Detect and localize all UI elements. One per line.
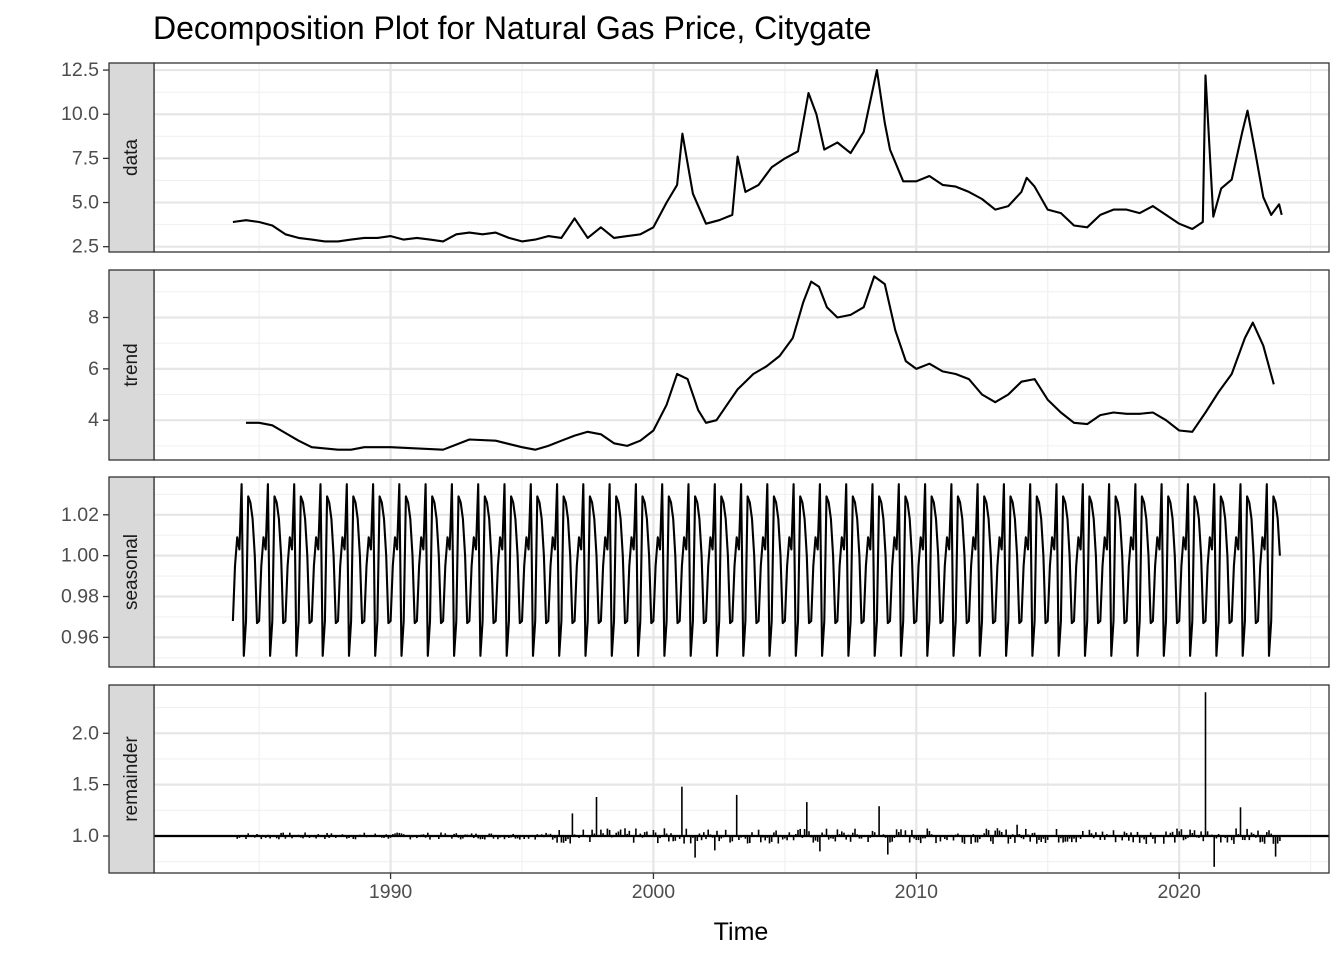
- series-seasonal: [231, 483, 1281, 657]
- series-remainder: [154, 692, 1329, 867]
- x-tick-label: 2010: [895, 881, 939, 903]
- seasonal-line: [231, 483, 1281, 657]
- y-tick-label: 0.98: [61, 586, 99, 608]
- y-tick-label: 6: [88, 358, 99, 380]
- strip-trend: [108, 269, 155, 461]
- panel-background: [154, 270, 1329, 460]
- strip-label-seasonal: seasonal: [121, 534, 142, 610]
- series-data: [232, 69, 1283, 243]
- y-tick-label: 12.5: [61, 59, 99, 81]
- y-tick-label: 4: [88, 409, 99, 431]
- x-tick-label: 2000: [632, 881, 676, 903]
- y-tick-label: 0.96: [61, 626, 99, 648]
- x-axis-title: Time: [714, 918, 769, 946]
- y-tick-label: 1.02: [61, 504, 99, 526]
- panel-remainder: remainder 1.0 1.5 2.0: [72, 684, 1330, 874]
- panel-seasonal: seasonal 0.96 0.98 1.00 1.02: [61, 476, 1330, 668]
- panel-background: [154, 685, 1329, 873]
- data-line: [232, 69, 1283, 243]
- chart-title: Decomposition Plot for Natural Gas Price…: [153, 10, 872, 46]
- trend-line: [246, 275, 1275, 451]
- x-axis: 1990 2000 2010 2020: [369, 873, 1201, 903]
- y-tick-label: 1.00: [61, 545, 99, 567]
- y-tick-label: 8: [88, 307, 99, 329]
- strip-seasonal: [108, 476, 155, 668]
- x-tick-label: 1990: [369, 881, 413, 903]
- strip-label-remainder: remainder: [121, 736, 142, 822]
- y-tick-label: 2.0: [72, 722, 99, 744]
- y-tick-label: 1.5: [72, 774, 99, 796]
- y-tick-label: 10.0: [61, 103, 99, 125]
- y-tick-label: 2.5: [72, 236, 99, 258]
- y-tick-label: 7.5: [72, 147, 99, 169]
- strip-data: [108, 62, 155, 253]
- strip-label-trend: trend: [121, 343, 142, 386]
- panels: data 2.5 5.0 7.5 10.0 12.5 trend 4 6 8 seasonal 0.9…: [61, 59, 1330, 874]
- y-tick-label: 1.0: [72, 825, 99, 847]
- y-tick-label: 5.0: [72, 192, 99, 214]
- panel-trend: trend 4 6 8: [88, 269, 1330, 461]
- x-tick-label: 2020: [1157, 881, 1201, 903]
- strip-label-data: data: [121, 139, 142, 176]
- series-trend: [246, 275, 1275, 451]
- strip-remainder: [108, 684, 155, 874]
- panel-data: data 2.5 5.0 7.5 10.0 12.5: [61, 59, 1330, 258]
